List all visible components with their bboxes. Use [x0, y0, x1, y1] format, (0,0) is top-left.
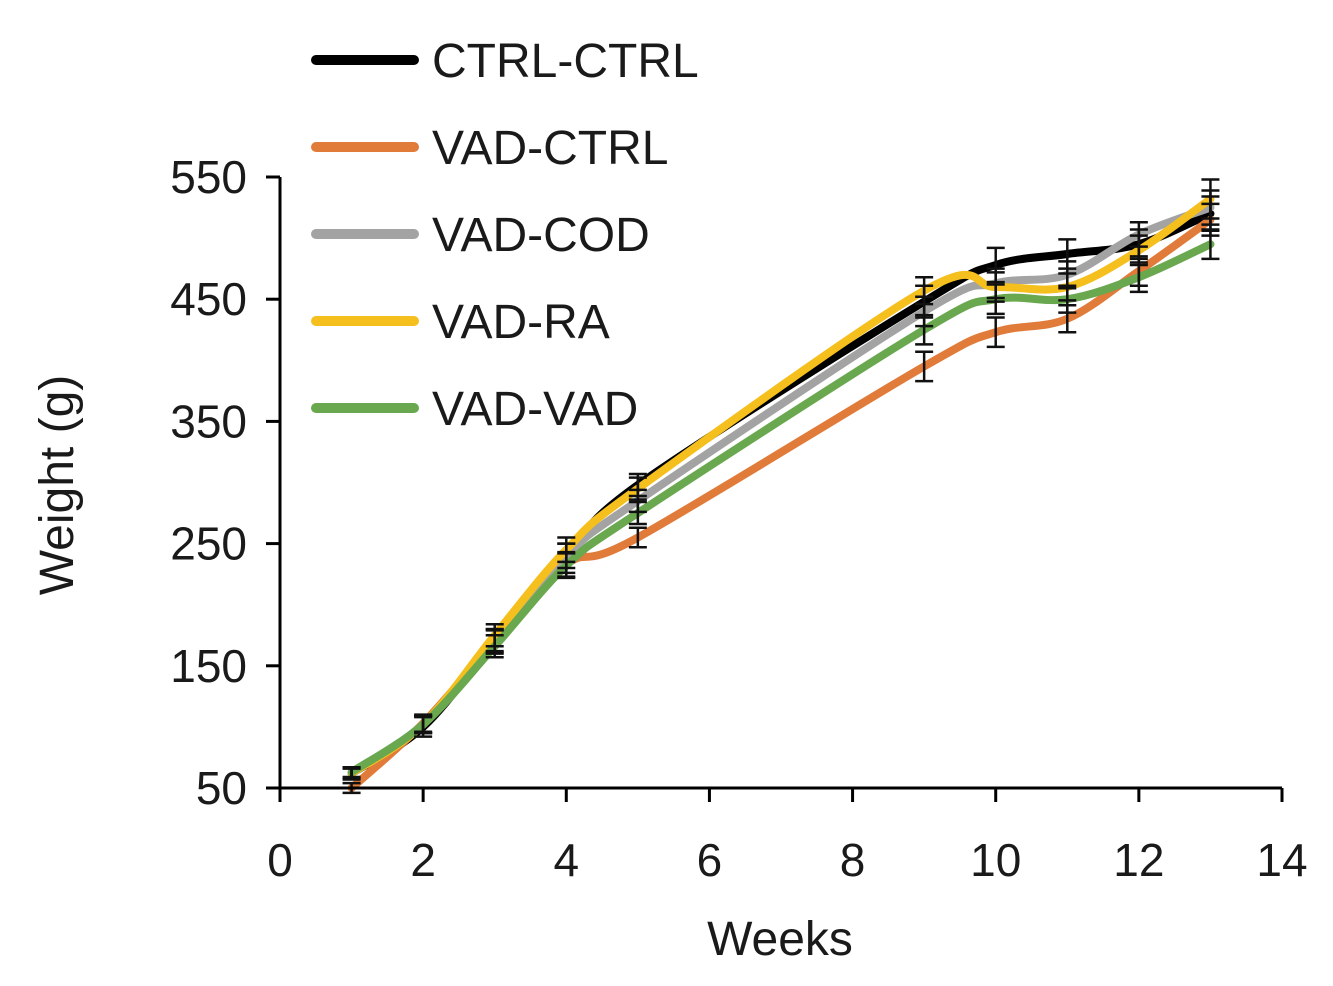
x-ticks: 0 2 4 6 8 10 12 14	[267, 788, 1308, 886]
error-bar-vad-vad	[986, 283, 1005, 316]
legend-label-vad-vad: VAD-VAD	[432, 383, 638, 436]
legend-label-ctrl-ctrl: CTRL-CTRL	[432, 35, 699, 88]
error-bar-vad-vad	[485, 634, 504, 659]
error-bar-vad-ra	[1201, 178, 1220, 220]
legend-label-vad-cod: VAD-COD	[432, 209, 650, 262]
x-axis-title: Weeks	[707, 913, 853, 966]
x-tick-label: 0	[267, 834, 293, 886]
series-line-vad-vad	[347, 240, 1215, 777]
y-tick-label: 350	[170, 395, 247, 447]
error-bar-vad-ra	[628, 476, 647, 501]
error-bar-vad-vad	[628, 500, 647, 526]
y-ticks: 50 150 250 350 450 550	[170, 151, 280, 814]
error-bar-vad-ctrl	[628, 526, 647, 549]
error-bar-vad-vad	[1129, 261, 1148, 294]
error-bar-vad-vad	[915, 313, 934, 346]
x-tick-label: 14	[1256, 834, 1307, 886]
error-bar-vad-vad	[414, 714, 433, 735]
legend-label-vad-ctrl: VAD-CTRL	[432, 122, 668, 175]
y-tick-label: 250	[170, 518, 247, 570]
error-bar-vad-vad	[342, 765, 361, 779]
error-bar-vad-ctrl	[986, 316, 1005, 349]
y-tick-label: 550	[170, 151, 247, 203]
series-line-vad-ra	[347, 194, 1215, 778]
x-tick-label: 10	[970, 834, 1021, 886]
y-tick-label: 50	[196, 762, 247, 814]
y-axis-title: Weight (g)	[31, 375, 84, 596]
x-tick-label: 8	[840, 834, 866, 886]
error-bar-vad-vad	[1201, 228, 1220, 261]
series-lines	[347, 194, 1215, 792]
error-bar-vad-vad	[1058, 284, 1077, 314]
error-bar-vad-ra	[915, 275, 934, 306]
x-tick-label: 6	[697, 834, 723, 886]
legend: CTRL-CTRL VAD-CTRL VAD-COD VAD-RA VAD-VAD	[311, 35, 699, 436]
error-bar-vad-vad	[557, 552, 576, 580]
y-tick-label: 150	[170, 640, 247, 692]
error-bar-vad-ctrl	[915, 350, 934, 383]
x-tick-label: 2	[410, 834, 436, 886]
legend-label-vad-ra: VAD-RA	[432, 296, 610, 349]
x-tick-label: 12	[1113, 834, 1164, 886]
error-bars	[342, 178, 1220, 795]
y-tick-label: 450	[170, 273, 247, 325]
x-tick-label: 4	[553, 834, 579, 886]
